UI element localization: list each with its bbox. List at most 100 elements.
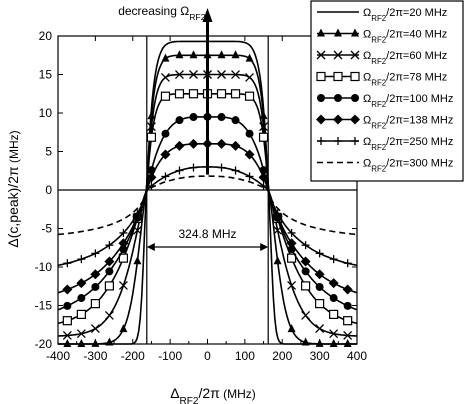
series-marker <box>63 338 72 347</box>
series-marker <box>343 316 353 326</box>
width-label: 324.8 MHz <box>178 227 236 241</box>
legend-marker <box>334 137 342 145</box>
series-marker <box>160 91 171 101</box>
series-marker <box>301 241 310 250</box>
series-marker <box>315 249 324 258</box>
y-tick-label: 10 <box>39 106 53 120</box>
width-arrow-left-head <box>146 242 155 251</box>
series-marker <box>105 267 114 276</box>
series-marker <box>147 111 156 120</box>
x-tick-label: -400 <box>46 349 70 363</box>
series-marker <box>133 256 142 265</box>
series-marker <box>104 256 115 267</box>
series-marker <box>328 278 339 289</box>
series-marker <box>217 113 226 122</box>
series-marker <box>217 163 226 172</box>
series-marker <box>118 253 129 263</box>
series-marker <box>329 329 339 339</box>
legend-marker <box>351 137 359 145</box>
series-marker <box>90 299 100 309</box>
series-marker <box>329 309 339 319</box>
legend-label: ΩRF2/2π=78 MHz <box>363 72 447 88</box>
annotations: decreasing ΩRF2 324.8 MHz <box>118 4 269 251</box>
series-marker <box>259 111 268 120</box>
series-marker <box>217 50 226 59</box>
series-marker <box>90 269 101 280</box>
y-tick-label: 0 <box>45 183 52 197</box>
series-marker <box>90 324 100 334</box>
legend-marker <box>350 71 360 82</box>
series-marker <box>119 324 128 333</box>
series-marker <box>286 253 297 263</box>
series-marker <box>91 249 100 258</box>
y-tick-label: -15 <box>35 299 53 313</box>
series-marker <box>76 278 87 289</box>
series-marker <box>258 132 269 142</box>
legend-marker <box>333 71 343 82</box>
y-tick-label: 5 <box>45 145 52 159</box>
y-tick-label: 15 <box>39 68 53 82</box>
series-marker <box>343 259 352 268</box>
series-marker <box>104 281 114 291</box>
series-marker <box>217 70 226 79</box>
legend-marker <box>333 50 343 60</box>
series-marker <box>343 331 353 340</box>
legend-marker <box>333 114 343 125</box>
series-marker <box>146 132 157 142</box>
series-marker <box>91 338 100 347</box>
legend-marker <box>317 137 325 145</box>
legend-label: ΩRF2/2π=100 MHz <box>363 93 453 109</box>
legend-entry-8: ΩRF2/2π=300 MHz <box>317 158 453 173</box>
series-marker <box>329 255 338 264</box>
x-tick-label: 0 <box>204 349 211 363</box>
y-axis-label: Δ(c,peak)/2π (MHz) <box>5 130 21 247</box>
legend-marker <box>316 50 326 60</box>
legend-box <box>310 0 464 182</box>
series-marker <box>62 316 72 326</box>
series-marker <box>62 284 73 295</box>
series-marker <box>287 281 297 290</box>
x-tick-label: -200 <box>121 349 145 363</box>
series-marker <box>146 172 157 183</box>
series-marker <box>189 113 198 122</box>
series-marker <box>343 338 352 347</box>
series-marker <box>216 138 227 149</box>
legend-entry-2: ΩRF2/2π=40 MHz <box>317 28 447 45</box>
decreasing-label: decreasing ΩRF2 <box>118 4 206 22</box>
series-marker <box>287 324 296 333</box>
series-marker <box>245 172 254 181</box>
series-marker <box>231 116 240 125</box>
series-marker <box>118 281 128 290</box>
series-marker <box>105 241 114 250</box>
series-marker <box>189 50 198 59</box>
series-marker <box>118 238 129 249</box>
x-tick-label: 200 <box>272 349 292 363</box>
series-marker <box>105 337 114 346</box>
legend-label: ΩRF2/2π=250 MHz <box>363 136 453 152</box>
legend-entry-1: ΩRF2/2π=20 MHz <box>317 7 447 23</box>
series-marker <box>160 149 171 160</box>
legend: ΩRF2/2π=20 MHz ΩRF2/2π=40 MHz ΩRF2/2π=60 M… <box>310 0 464 182</box>
legend-marker <box>316 114 326 125</box>
series-marker <box>76 309 86 319</box>
legend-marker <box>316 71 326 82</box>
legend-marker <box>317 28 325 37</box>
series-marker <box>174 140 185 151</box>
legend-label: ΩRF2/2π=60 MHz <box>363 50 447 66</box>
axis-ticks: -400 -300 -200 -100 0 100 200 300 400 20 15 10 5 0 -5 -… <box>35 29 368 363</box>
series-marker <box>258 172 269 183</box>
series-marker <box>189 70 198 79</box>
series-marker <box>329 294 338 303</box>
series-marker <box>63 301 72 310</box>
series-marker <box>119 228 128 237</box>
series-marker <box>188 138 199 149</box>
legend-label: ΩRF2/2π=40 MHz <box>363 29 447 45</box>
y-tick-label: -20 <box>35 337 53 351</box>
series-marker <box>244 149 255 160</box>
legend-entry-3: ΩRF2/2π=60 MHz <box>316 50 447 66</box>
series-marker <box>231 50 240 59</box>
series-marker <box>175 166 184 175</box>
series-marker <box>343 301 352 310</box>
width-arrow-right-head <box>260 242 269 251</box>
